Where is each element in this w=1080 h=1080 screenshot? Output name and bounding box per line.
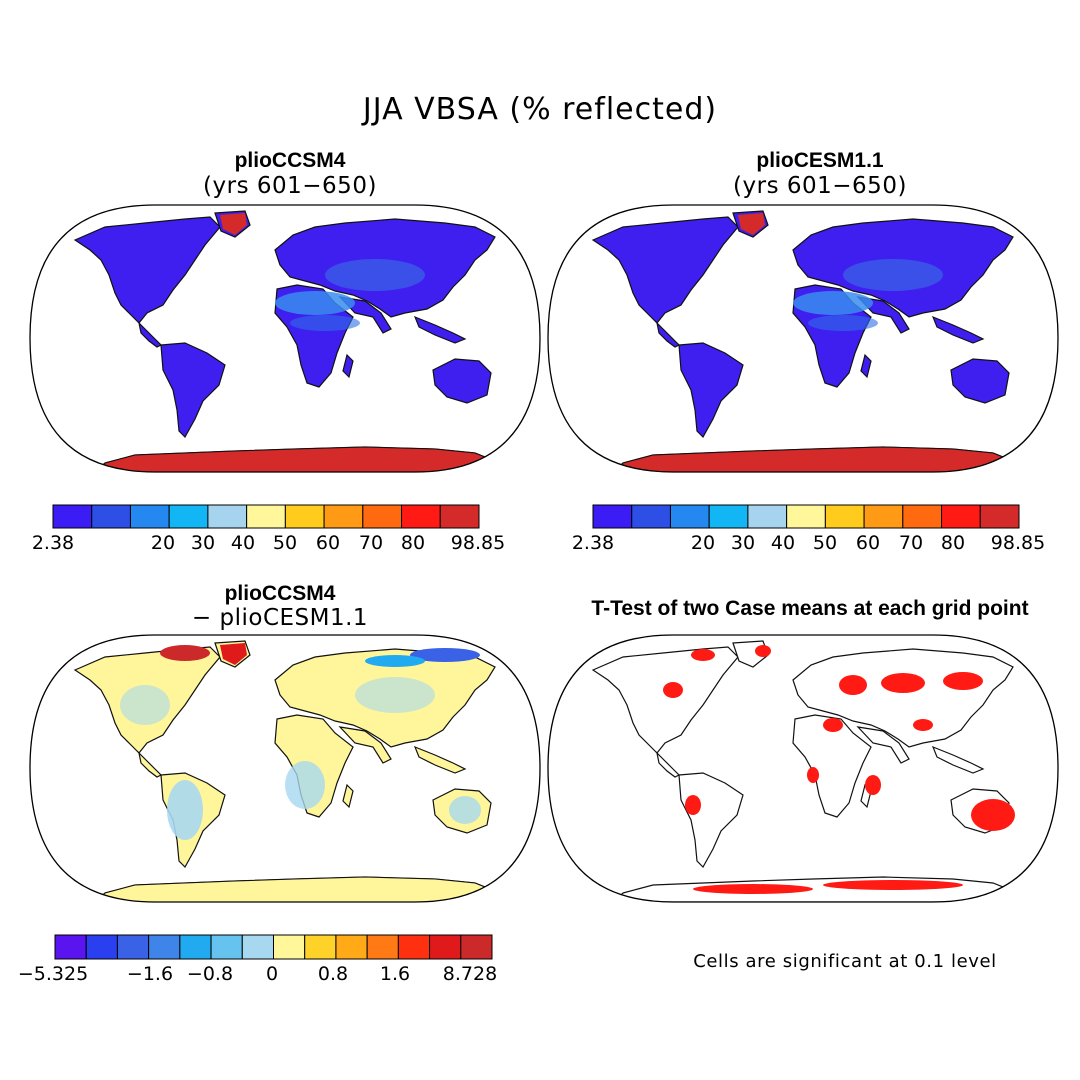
colorbar-swatch — [979, 504, 1020, 529]
colorbar-swatch — [52, 504, 93, 529]
significant-cells — [663, 645, 1015, 894]
colorbar-tick-label: 30 — [731, 532, 755, 554]
map-top-right — [547, 204, 1059, 473]
colorbar-swatch — [246, 504, 286, 529]
colorbar-swatch — [323, 504, 364, 529]
colorbar-tick-label: 1.6 — [380, 963, 410, 985]
colorbar-swatch — [401, 504, 441, 529]
map-bottom-right — [547, 634, 1059, 903]
colorbar-swatch — [941, 504, 981, 529]
colorbar-tick-label: 40 — [231, 532, 255, 554]
colorbar-swatch — [210, 934, 243, 960]
colorbar-tick-label: 8.728 — [443, 963, 497, 985]
colorbar-swatch — [116, 934, 150, 960]
significance-note: Cells are significant at 0.1 level — [693, 951, 997, 972]
colorbar-top-left: 2.38 20 30 40 50 60 70 80 98.85 — [32, 504, 505, 554]
colorbar-swatch — [439, 504, 480, 529]
colorbar-swatch — [168, 504, 209, 529]
colorbar-tick-label: −5.325 — [18, 963, 88, 985]
colorbar-tick-label: 0.8 — [318, 963, 348, 985]
colorbar-swatch — [592, 504, 633, 529]
colorbar-tick-label: 70 — [359, 532, 383, 554]
colorbar-tick-label: 98.85 — [991, 532, 1045, 554]
colorbar-tick-label: −1.6 — [127, 963, 173, 985]
colorbar-swatch — [85, 934, 118, 960]
colorbar-swatch — [366, 934, 399, 960]
panel-subtitle-bottom-left: − plioCESM1.1 — [191, 605, 369, 631]
colorbar-tick-label: 80 — [401, 532, 425, 554]
colorbar-swatch — [362, 504, 403, 529]
panel-title-bottom-right: T-Test of two Case means at each grid po… — [591, 597, 1029, 620]
colorbar-tick-label: 50 — [813, 532, 837, 554]
colorbar-swatch — [54, 934, 87, 960]
colorbar-swatch — [284, 504, 325, 529]
colorbar-swatch — [824, 504, 865, 529]
panel-title-top-right: plioCESM1.1 — [756, 149, 884, 172]
panel-subtitle-top-right: (yrs 601−650) — [733, 173, 907, 199]
colorbar-swatch — [708, 504, 749, 529]
colorbar-tick-label: 2.38 — [32, 532, 74, 554]
colorbar-top-right: 2.38 20 30 40 50 60 70 80 98.85 — [572, 504, 1045, 554]
colorbar-swatch — [397, 934, 431, 960]
map-top-left — [29, 204, 541, 473]
panel-subtitle-top-left: (yrs 601−650) — [203, 173, 377, 199]
colorbar-tick-label: 2.38 — [572, 532, 614, 554]
colorbar-swatch — [148, 934, 181, 960]
colorbar-bottom-left: −5.325 −1.6 −0.8 0 0.8 1.6 8.728 — [18, 934, 497, 985]
colorbar-tick-label: 60 — [856, 532, 880, 554]
colorbar-swatch — [669, 504, 710, 529]
panel-title-top-left: plioCCSM4 — [234, 149, 346, 172]
colorbar-swatch — [747, 504, 788, 529]
colorbar-swatch — [429, 934, 462, 960]
colorbar-tick-label: −0.8 — [187, 963, 233, 985]
colorbar-swatch — [786, 504, 826, 529]
colorbar-swatch — [129, 504, 170, 529]
colorbar-swatch — [207, 504, 248, 529]
colorbar-tick-label: 40 — [771, 532, 795, 554]
colorbar-swatch — [304, 934, 337, 960]
colorbar-tick-label: 60 — [316, 532, 340, 554]
map-bottom-left — [29, 634, 541, 903]
colorbar-swatch — [273, 934, 306, 960]
colorbar-swatch — [460, 934, 493, 960]
panel-title-bottom-left: plioCCSM4 — [224, 582, 336, 605]
colorbar-tick-label: 70 — [899, 532, 923, 554]
colorbar-tick-label: 0 — [266, 963, 278, 985]
colorbar-swatch — [179, 934, 212, 960]
colorbar-tick-label: 20 — [151, 532, 175, 554]
colorbar-tick-label: 98.85 — [451, 532, 505, 554]
colorbar-swatch — [241, 934, 274, 960]
colorbar-swatch — [863, 504, 904, 529]
colorbar-tick-label: 30 — [191, 532, 215, 554]
colorbar-tick-label: 50 — [273, 532, 297, 554]
colorbar-swatch — [91, 504, 131, 529]
colorbar-swatch — [631, 504, 671, 529]
colorbar-tick-label: 80 — [941, 532, 965, 554]
colorbar-tick-label: 20 — [691, 532, 715, 554]
colorbar-swatch — [902, 504, 943, 529]
figure-title: JJA VBSA (% reflected) — [362, 92, 718, 127]
colorbar-swatch — [335, 934, 368, 960]
